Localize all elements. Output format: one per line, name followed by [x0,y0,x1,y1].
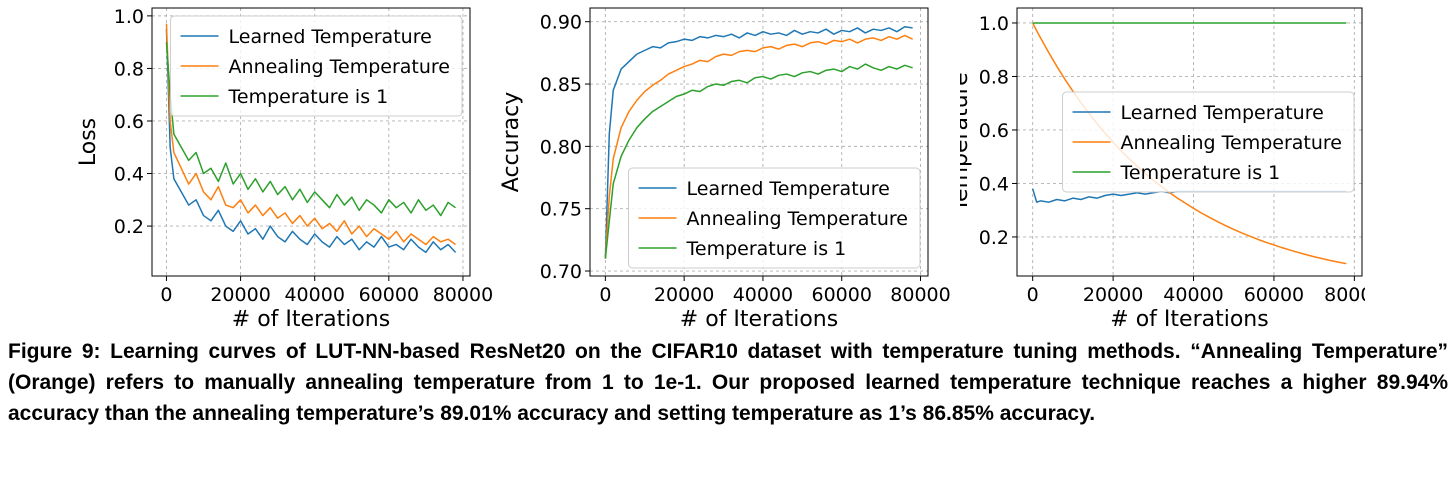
x-tick-label: 80000 [1324,284,1365,306]
legend-box [1062,91,1355,193]
y-tick-label: 1.0 [979,13,1009,35]
legend: Learned Temperature Annealing Temperature… [170,15,463,117]
axes-frame [589,7,929,277]
x-tick-label: 0 [599,284,611,306]
x-axis-label: # of Iterations [232,307,390,330]
y-axis-label: Loss [76,118,101,166]
legend-label: Learned Temperature [687,178,890,200]
x-tick-label: 20000 [1083,284,1143,306]
y-tick-label: 0.2 [114,216,144,238]
x-axis-label: # of Iterations [680,307,838,330]
x-tick-label: 80000 [890,284,950,306]
x-tick-label: 40000 [733,284,793,306]
x-tick-label: 60000 [1244,284,1304,306]
series-line [604,25,913,259]
y-tick-label: 0.90 [540,12,582,34]
x-axis-label: # of Iterations [1110,307,1268,330]
x-tick-label: 20000 [210,284,270,306]
legend-box [170,15,463,117]
x-tick-label: 20000 [654,284,714,306]
figure-caption: Figure 9: Learning curves of LUT-NN-base… [8,340,1448,425]
legend: Learned Temperature Annealing Temperature… [1062,91,1355,193]
y-tick-label: 0.8 [979,66,1009,88]
axes-frame [151,7,471,277]
x-tick-label: 60000 [812,284,872,306]
legend-label: Learned Temperature [229,26,432,48]
axes-frame [1016,7,1363,277]
y-tick-label: 0.4 [114,164,144,186]
x-tick-label: 80000 [433,284,493,306]
legend-label: Temperature is 1 [1120,162,1281,184]
legend-label: Learned Temperature [1121,102,1324,124]
y-axis-label: Temperature [960,72,973,212]
y-tick-label: 0.80 [540,136,582,158]
chart-temperature: 0 20000 40000 60000 80000 0.2 0.4 0.6 0.8 1.0 # of… [960,7,1365,330]
y-tick-label: 0.85 [540,74,582,96]
y-tick-label: 0.8 [114,58,144,80]
legend-label: Temperature is 1 [686,238,847,260]
series-line [604,34,913,259]
chart-accuracy: 0 20000 40000 60000 80000 0.70 0.75 0.80 0.85 0.9… [500,7,951,330]
y-tick-label: 0.6 [979,120,1009,142]
legend-label: Temperature is 1 [228,86,389,108]
legend: Learned Temperature Annealing Temperature… [628,167,921,269]
x-tick-label: 0 [160,284,172,306]
legend-label: Annealing Temperature [1121,132,1342,154]
series-line [165,42,456,217]
chart-loss: 0 20000 40000 60000 80000 0.2 0.4 0.6 0.8 1.0 # of… [76,6,493,330]
legend-label: Annealing Temperature [229,56,450,78]
series-line [604,63,913,259]
y-tick-label: 1.0 [114,6,144,28]
series-line [165,23,456,246]
series-line [165,28,457,254]
y-tick-label: 0.2 [979,227,1009,249]
x-tick-label: 40000 [284,284,344,306]
x-tick-label: 0 [1027,284,1039,306]
x-tick-label: 40000 [1163,284,1223,306]
y-tick-label: 0.4 [979,173,1009,195]
y-tick-label: 0.75 [540,199,582,221]
y-axis-label: Accuracy [500,92,524,192]
y-tick-label: 0.6 [114,111,144,133]
legend-label: Annealing Temperature [687,208,908,230]
x-tick-label: 60000 [359,284,419,306]
y-tick-label: 0.70 [540,261,582,283]
legend-box [628,167,921,269]
